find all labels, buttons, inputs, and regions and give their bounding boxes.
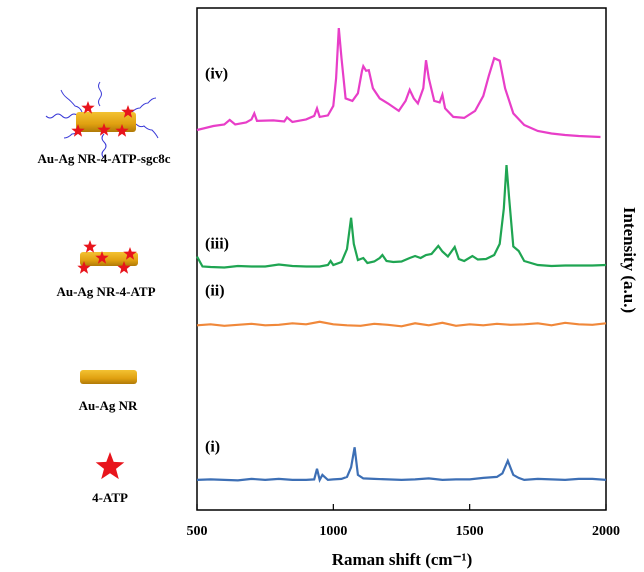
x-axis-label: Raman shift (cm⁻¹) bbox=[332, 550, 473, 569]
star bbox=[83, 240, 96, 253]
spectrum-line bbox=[197, 165, 606, 267]
illustrations bbox=[46, 82, 158, 479]
series-label: (ii) bbox=[205, 283, 225, 300]
x-tick-label: 2000 bbox=[592, 524, 620, 539]
x-tick-label: 1000 bbox=[319, 524, 347, 539]
illustration-label: Au-Ag NR-4-ATP-sgc8c bbox=[38, 151, 171, 166]
spectrum-line bbox=[197, 28, 601, 137]
chart: Au-Ag NR-4-ATP-sgc8c Au-Ag NR-4-ATP Au-A… bbox=[0, 0, 644, 572]
star bbox=[96, 452, 125, 479]
series-label: (i) bbox=[205, 439, 220, 456]
spectrum-line bbox=[197, 322, 606, 327]
spectrum-line bbox=[197, 447, 606, 480]
x-tick-label: 1500 bbox=[456, 524, 484, 539]
nanorod bbox=[80, 370, 137, 384]
illustration-label: 4-ATP bbox=[92, 490, 128, 505]
series-label: (iii) bbox=[205, 236, 229, 253]
star bbox=[81, 101, 94, 114]
x-tick-label: 500 bbox=[187, 524, 208, 539]
illustration-label: Au-Ag NR bbox=[79, 398, 138, 413]
series-label: (iv) bbox=[205, 66, 228, 83]
plot-frame bbox=[197, 8, 606, 510]
y-axis-label: Intensity (a.u.) bbox=[620, 207, 639, 313]
illustration-label: Au-Ag NR-4-ATP bbox=[56, 284, 155, 299]
